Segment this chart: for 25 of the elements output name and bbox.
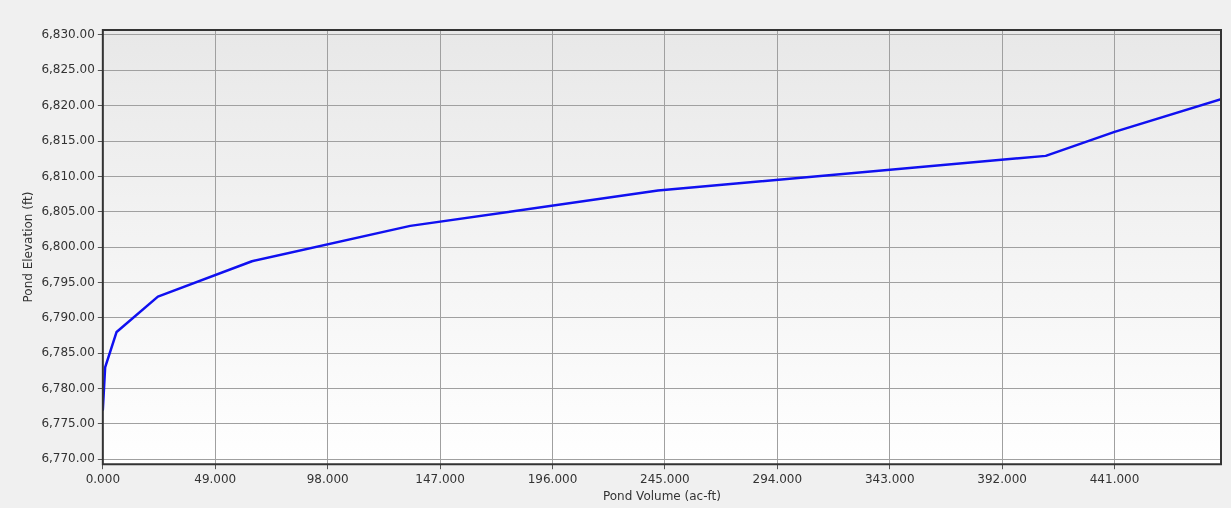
x-tick-label: 294.000 xyxy=(752,471,803,486)
y-tick-label: 6,820.00 xyxy=(41,97,95,112)
y-tick-label: 6,830.00 xyxy=(41,27,95,42)
x-tick-label: 98.000 xyxy=(306,471,349,486)
y-tick-label: 6,785.00 xyxy=(41,345,95,360)
y-tick-label: 6,825.00 xyxy=(41,62,95,77)
x-tick-label: 441.000 xyxy=(1089,471,1140,486)
y-tick-label: 6,810.00 xyxy=(41,168,95,183)
x-tick-label: 392.000 xyxy=(977,471,1027,486)
x-tick-label: 147.000 xyxy=(415,471,465,486)
x-tick-label: 245.000 xyxy=(640,471,690,486)
y-tick-label: 6,800.00 xyxy=(41,239,95,254)
x-tick-label: 49.000 xyxy=(194,471,237,486)
y-tick-label: 6,775.00 xyxy=(41,416,95,431)
x-tick-label: 196.000 xyxy=(527,471,578,486)
y-tick-label: 6,795.00 xyxy=(41,274,95,289)
x-tick-label: 343.000 xyxy=(864,471,915,486)
y-tick-label: 6,780.00 xyxy=(41,380,95,395)
y-tick-label: 6,790.00 xyxy=(41,309,95,324)
y-tick-label: 6,770.00 xyxy=(41,451,95,466)
y-tick-label: 6,815.00 xyxy=(41,133,95,148)
y-axis-title: Pond Elevation (ft) xyxy=(21,191,36,303)
y-tick-label: 6,805.00 xyxy=(41,203,95,218)
x-tick-label: 0.000 xyxy=(85,471,121,486)
x-axis-title: Pond Volume (ac-ft) xyxy=(602,488,721,503)
